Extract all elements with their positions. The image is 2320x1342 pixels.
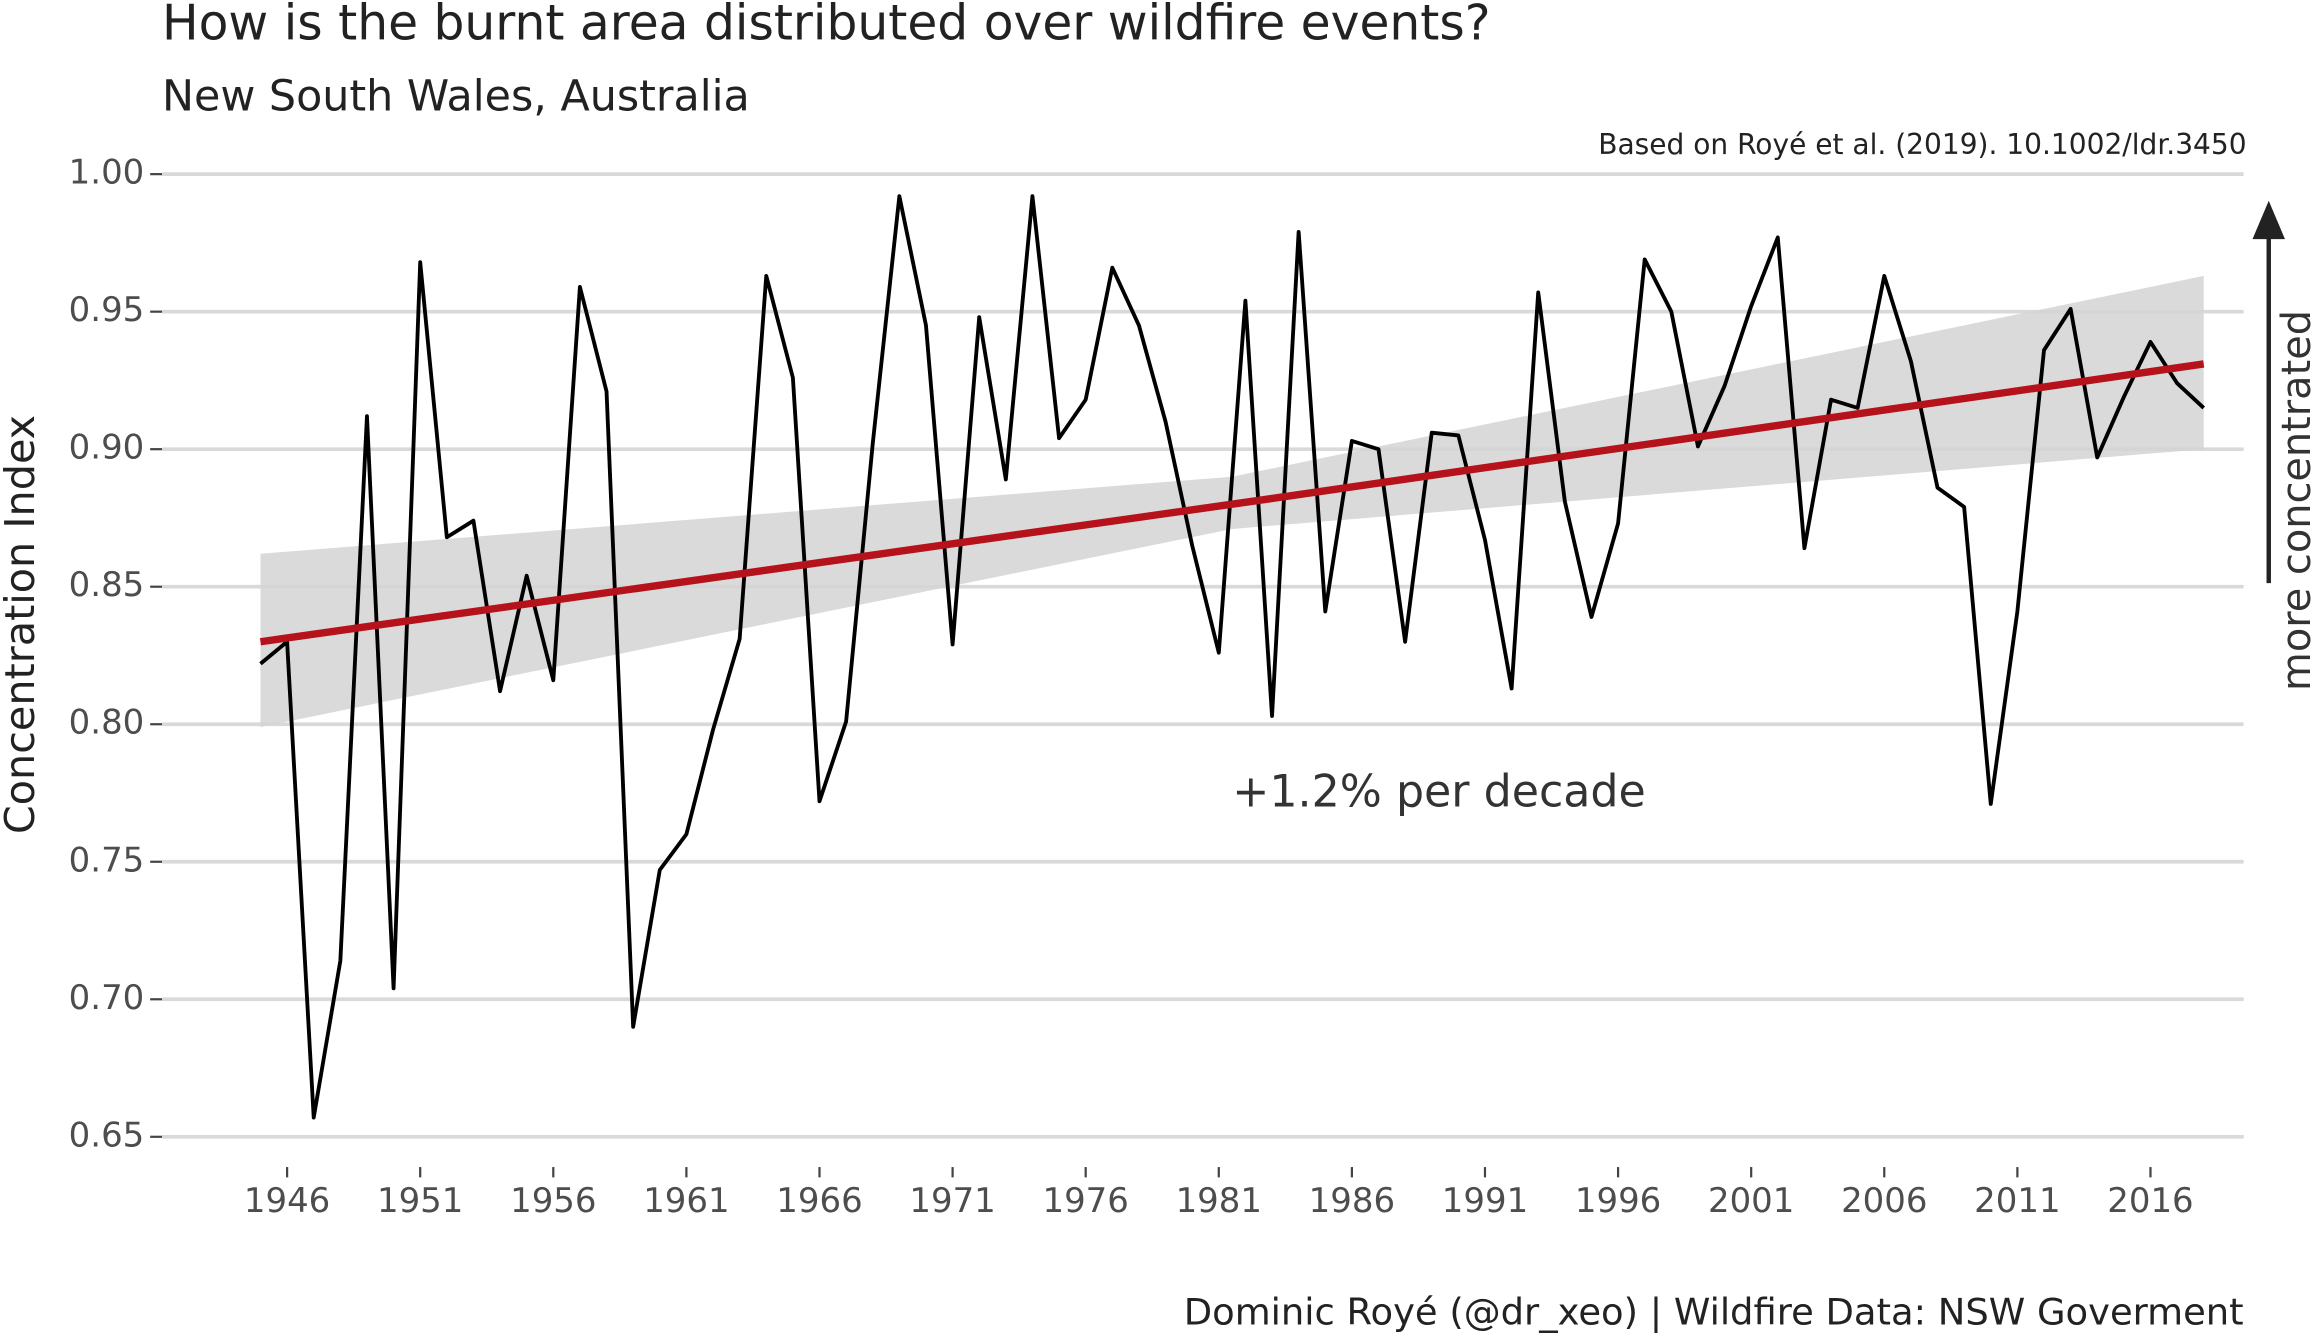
x-tick-label: 1996	[1575, 1181, 1661, 1221]
y-tick-label: 0.80	[69, 703, 145, 743]
y-axis-label: Concentration Index	[0, 415, 44, 834]
trend-line	[259, 360, 2205, 646]
chart-subtitle: New South Wales, Australia	[162, 71, 750, 121]
x-tick-label: 2016	[2107, 1181, 2193, 1221]
y-tick-label: 0.70	[69, 978, 145, 1018]
x-tick-label: 1951	[377, 1181, 463, 1221]
line-layer	[259, 194, 2206, 1120]
x-tick-label: 1976	[1043, 1181, 1129, 1221]
y-tick-label: 1.00	[69, 153, 145, 193]
x-tick-label: 1961	[643, 1181, 729, 1221]
y-tick-label: 0.85	[69, 565, 145, 605]
x-tick-label: 1991	[1442, 1181, 1528, 1221]
y-tick-label: 0.95	[69, 290, 145, 330]
x-tick-label: 1971	[909, 1181, 995, 1221]
data-line	[259, 194, 2206, 1120]
x-tick-label: 2011	[1974, 1181, 2060, 1221]
arrow-label: more concentrated	[2274, 310, 2320, 691]
x-tick-label: 2006	[1841, 1181, 1927, 1221]
y-tick-label: 0.65	[69, 1115, 145, 1155]
annotation: +1.2% per decade	[1232, 766, 1646, 817]
x-tick-label: 1956	[510, 1181, 596, 1221]
note: Based on Royé et al. (2019). 10.1002/ldr…	[1598, 128, 2246, 161]
x-tick-label: 1981	[1176, 1181, 1262, 1221]
caption: Dominic Royé (@dr_xeo) | Wildfire Data: …	[1184, 1290, 2244, 1333]
x-tick-label: 1966	[776, 1181, 862, 1221]
x-tick-label: 2001	[1708, 1181, 1794, 1221]
y-tick-label: 0.75	[69, 840, 145, 880]
chart-title: How is the burnt area distributed over w…	[162, 0, 1491, 52]
arrow-head	[2252, 200, 2285, 240]
x-tick-label: 1986	[1309, 1181, 1395, 1221]
y-tick-label: 0.90	[69, 428, 145, 468]
x-tick-label: 1946	[244, 1181, 330, 1221]
